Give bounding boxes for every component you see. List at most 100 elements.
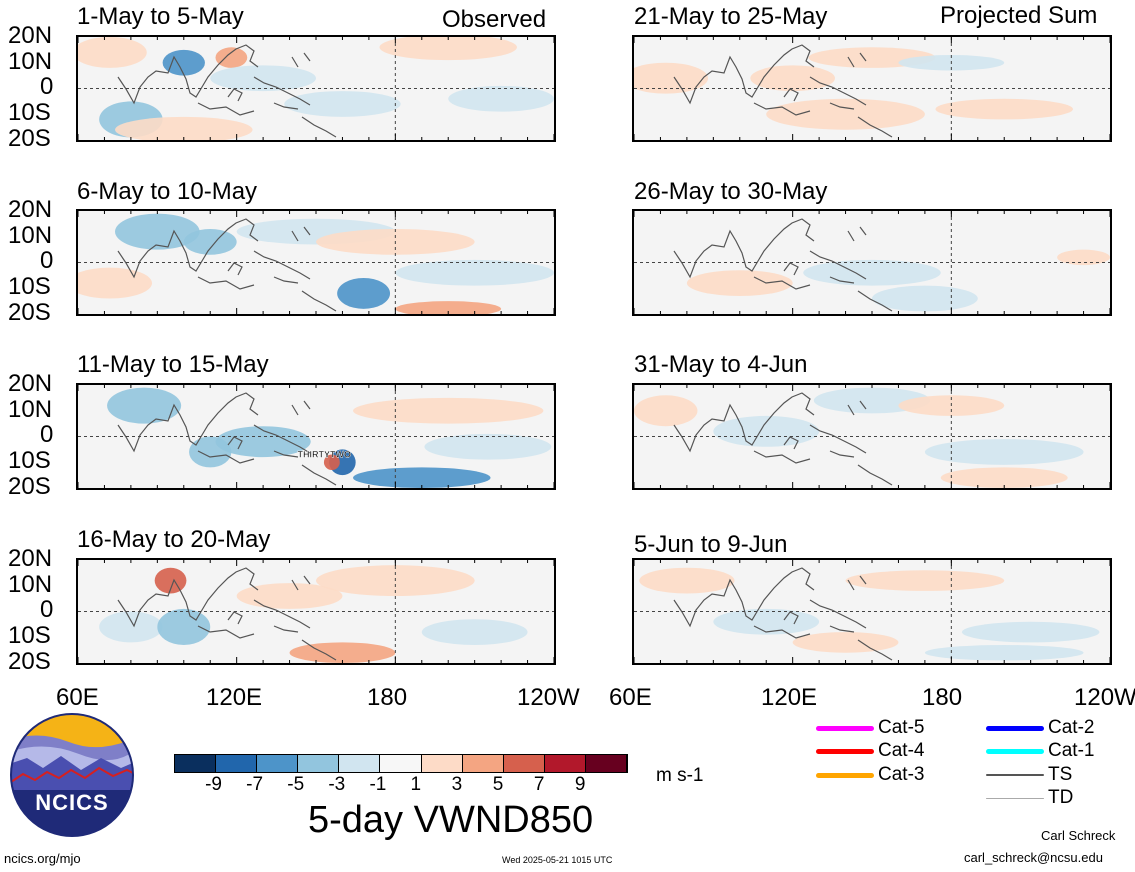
legend-label: Cat-5 [878,717,925,738]
coastline [117,392,337,486]
anomaly-contour [935,98,1073,120]
panel-title: 16-May to 20-May [77,526,271,553]
coastline [117,567,337,661]
colorbar-swatch [462,755,504,772]
colorbar [174,754,628,773]
ncics-logo-graphic [10,713,134,837]
map-field [634,37,1110,140]
x-tick-label: 180 [367,684,408,711]
x-tick-label: 120W [517,684,580,711]
logo-text: NCICS [35,790,109,815]
x-tick-label: 60E [609,684,652,711]
y-tick-label: 10S [8,447,51,474]
observed-header: Observed [442,6,547,33]
storm-label: THIRTYTWO [297,450,351,460]
anomaly-contour [353,397,544,424]
map-panel [76,35,556,142]
y-tick-label: 20S [8,648,51,675]
map-panel [632,383,1112,490]
colorbar-swatch [175,755,217,772]
coastline [673,567,893,661]
y-tick-label: 0 [40,596,54,623]
x-tick-label: 60E [56,684,99,711]
anomaly-contour [236,583,343,609]
anomaly-contour [323,454,340,470]
anomaly-contour [1057,249,1110,266]
anomaly-contour [289,642,396,663]
map-panel [76,209,556,316]
legend-label: Cat-3 [878,764,925,785]
anomaly-contour [634,395,698,427]
y-tick-label: 20S [8,125,51,152]
anomaly-contour [115,116,253,140]
figure-title: 5-day VWND850 [308,799,594,841]
anomaly-contour [803,259,941,286]
colorbar-swatch [503,755,545,772]
panel-title: 5-Jun to 9-Jun [634,531,788,558]
x-tick-label: 180 [922,684,963,711]
anomaly-contour [750,65,835,92]
footer-email[interactable]: carl_schreck@ncsu.edu [964,850,1103,865]
anomaly-contour [115,213,200,250]
map-panel: THIRTYTWO [76,383,556,490]
y-tick-label: 20S [8,473,51,500]
colorbar-label: -3 [328,774,346,795]
map-field: THIRTYTWO [78,385,554,488]
map-panel [632,209,1112,316]
y-tick-label: 10N [8,48,53,75]
anomaly-contour [639,567,735,594]
anomaly-contour [210,65,316,92]
colorbar-label: -5 [287,774,305,795]
colorbar-swatch [216,755,258,772]
map-field [78,37,554,140]
legend-label: Cat-1 [1048,740,1095,761]
projected-sum-header: Projected Sum [940,2,1098,29]
anomaly-contour [215,426,311,458]
colorbar-swatch [298,755,340,772]
y-tick-label: 0 [40,73,54,100]
anomaly-contour [424,433,552,460]
y-tick-label: 20N [8,545,53,572]
anomaly-contour [845,570,1005,591]
legend-label: TS [1048,764,1073,785]
coastline [117,218,337,312]
x-tick-label: 120E [206,684,263,711]
anomaly-contour [99,611,163,643]
anomaly-contour [448,85,554,112]
anomaly-contour [395,301,502,314]
legend-swatch [986,797,1044,799]
footer-author: Carl Schreck [1041,828,1116,843]
y-tick-label: 20S [8,299,51,326]
anomaly-contour [961,621,1100,643]
anomaly-contour [634,62,709,94]
footer-timestamp: Wed 2025-05-21 1015 UTC [502,855,613,865]
anomaly-contour [215,47,248,68]
legend-item-cat2: Cat-2 [986,717,1094,739]
map-field [78,211,554,314]
legend-label: Cat-2 [1048,717,1095,738]
legend-item-ts: TS [986,764,1072,786]
colorbar-swatch [257,755,299,772]
colorbar-label: 7 [533,774,545,795]
map-panel [632,35,1112,142]
coastline [117,44,337,138]
anomaly-contour [924,439,1084,465]
legend-item-cat4: Cat-4 [816,740,924,762]
y-tick-label: 10S [8,99,51,126]
x-tick-label: 120W [1074,684,1135,711]
legend-swatch [816,725,874,731]
anomaly-contour [157,608,211,645]
coastline [673,44,893,138]
anomaly-contour [924,644,1084,661]
footer-url[interactable]: ncics.org/mjo [4,851,81,866]
panel-title: 1-May to 5-May [77,3,244,30]
y-tick-label: 10S [8,622,51,649]
coastline [673,218,893,312]
y-tick-label: 20N [8,196,53,223]
panel-title: 11-May to 15-May [77,351,269,378]
colorbar-label: -9 [205,774,222,795]
anomaly-contour [337,277,391,309]
panel-title: 31-May to 4-Jun [634,351,808,378]
legend-item-cat3: Cat-3 [816,764,924,786]
anomaly-contour [183,229,237,255]
